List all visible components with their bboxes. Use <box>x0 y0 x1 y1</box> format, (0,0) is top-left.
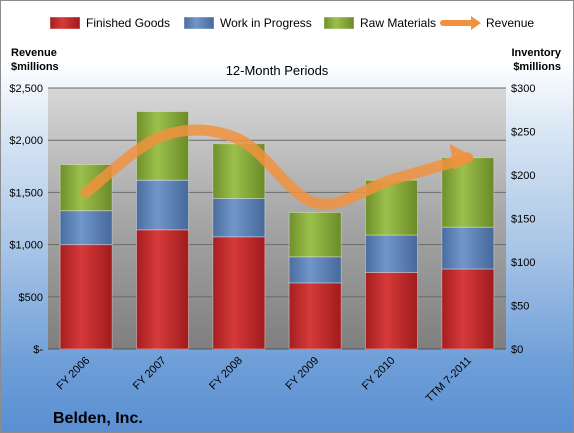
right-tick-label: $0 <box>511 344 523 356</box>
right-tick-label: $300 <box>511 83 535 95</box>
bar-finished-goods <box>441 268 495 350</box>
bar-finished-goods <box>365 271 418 350</box>
left-axis-title: Revenue <box>11 47 57 59</box>
plot-area: $- $500 $1,000 $1,500 $2,000 $2,500 $0 $50 $100 $… <box>9 83 535 405</box>
right-axis-title: Inventory <box>511 47 561 59</box>
legend-swatch <box>183 16 215 30</box>
left-tick-label: $500 <box>19 292 43 304</box>
right-tick-label: $200 <box>511 170 535 182</box>
bar-finished-goods <box>59 244 113 350</box>
x-tick-label: FY 2009 <box>284 355 322 393</box>
revenue-line <box>80 124 474 210</box>
x-tick-label: FY 2010 <box>360 355 398 393</box>
bar-finished-goods <box>212 236 266 350</box>
legend-label: Finished Goods <box>86 16 170 30</box>
company-name: Belden, Inc. <box>53 410 143 427</box>
bar-finished-goods <box>288 282 342 350</box>
x-tick-label: FY 2007 <box>131 355 169 393</box>
left-tick-label: $2,500 <box>9 83 43 95</box>
right-tick-label: $150 <box>511 214 535 226</box>
bar-raw-materials <box>288 211 342 258</box>
bar-work-in-progress <box>441 226 495 270</box>
right-axis-title: $millions <box>513 61 561 73</box>
legend-item: Raw Materials <box>323 16 436 30</box>
left-tick-label: $- <box>33 344 43 356</box>
bar-finished-goods <box>136 229 189 350</box>
legend-swatch <box>49 16 81 30</box>
bar-work-in-progress <box>288 256 342 284</box>
legend-swatch <box>323 16 355 30</box>
chart-title: 12-Month Periods <box>226 63 329 78</box>
legend-item: Work in Progress <box>183 16 312 30</box>
legend-label: Raw Materials <box>360 16 436 30</box>
bar-work-in-progress <box>136 179 189 231</box>
bar-work-in-progress <box>212 197 266 238</box>
x-tick-label: FY 2008 <box>207 355 245 393</box>
legend: Finished Goods Work in Progress Raw Materi… <box>49 16 534 30</box>
left-tick-label: $2,000 <box>9 135 43 147</box>
bar-work-in-progress <box>59 210 113 246</box>
right-tick-label: $250 <box>511 127 535 139</box>
legend-arrow <box>471 16 481 30</box>
plot-background <box>48 88 506 349</box>
left-tick-label: $1,500 <box>9 187 43 199</box>
axis-titles: Revenue $millions Inventory $millions 12-Mon… <box>11 47 562 78</box>
legend-label: Work in Progress <box>220 16 312 30</box>
right-tick-label: $50 <box>511 301 529 313</box>
x-tick-label: TTM 7-2011 <box>424 355 474 405</box>
legend-item: Revenue <box>440 16 534 30</box>
left-tick-label: $1,000 <box>9 240 43 252</box>
left-axis-title: $millions <box>11 61 59 73</box>
bar-raw-materials <box>441 157 495 228</box>
legend-label: Revenue <box>486 16 534 30</box>
revenue-arrowhead <box>449 143 474 170</box>
x-tick-label: FY 2006 <box>55 355 93 393</box>
right-tick-label: $100 <box>511 257 535 269</box>
legend-item: Finished Goods <box>49 16 170 30</box>
bar-work-in-progress <box>365 234 418 273</box>
